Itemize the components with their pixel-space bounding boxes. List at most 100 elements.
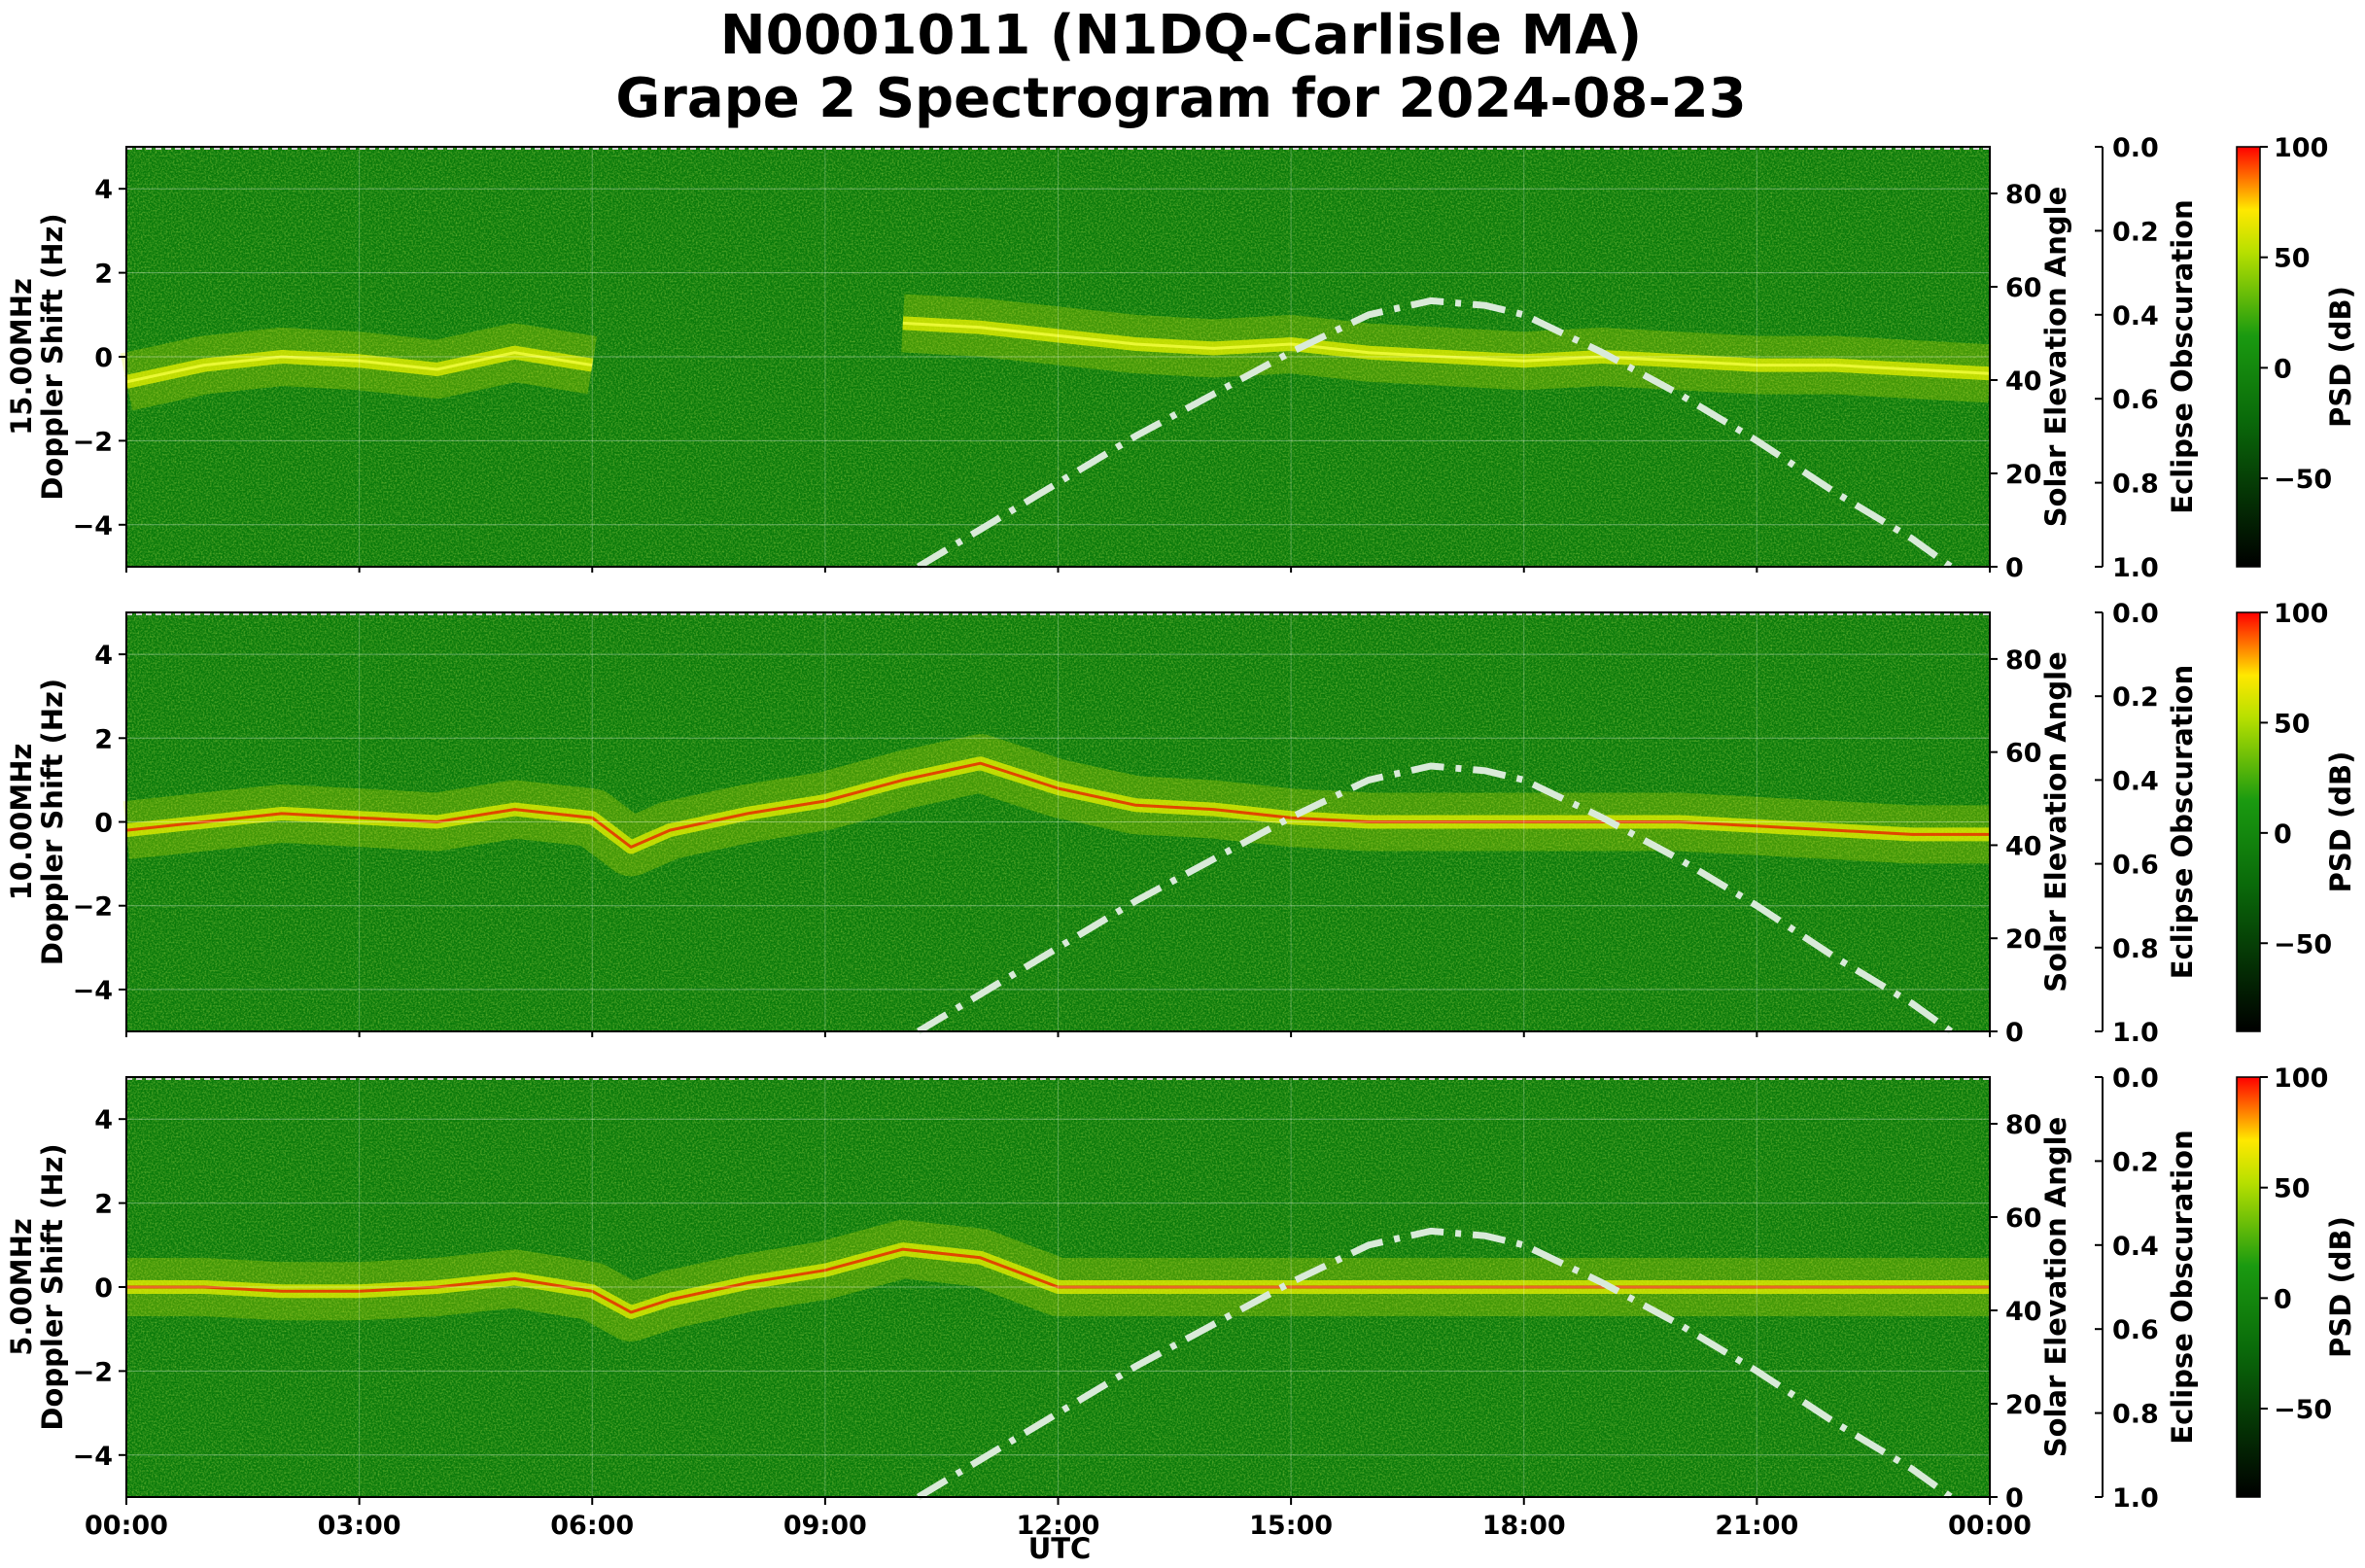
elevation-tick-label: 40 xyxy=(2005,1297,2042,1327)
elevation-tick-label: 60 xyxy=(2005,273,2042,303)
y-tick-label: 4 xyxy=(94,641,113,671)
x-tick-label: 06:00 xyxy=(550,1511,634,1541)
y-tick-label: 4 xyxy=(94,175,113,205)
y-axis-label: 5.00MHzDoppler Shift (Hz) xyxy=(5,1143,69,1430)
panel-5.00MHz: 420−2−45.00MHzDoppler Shift (Hz)80604020… xyxy=(5,1063,2357,1514)
solar-elevation-curve xyxy=(916,1227,1954,1500)
solar-elevation-curve xyxy=(916,296,1954,570)
colorbar-label: PSD (dB) xyxy=(2324,751,2357,893)
y-tick-label: −2 xyxy=(73,892,113,923)
eclipse-tick-label: 0.8 xyxy=(2112,934,2159,964)
elevation-tick-label: 0 xyxy=(2005,553,2024,583)
eclipse-axis-label: Eclipse Obscuration xyxy=(2166,1130,2199,1444)
colorbar-tick-label: 50 xyxy=(2274,1174,2311,1204)
y-tick-label: −2 xyxy=(73,1357,113,1387)
x-tick-label: 00:00 xyxy=(1948,1511,2032,1541)
elevation-tick-label: 60 xyxy=(2005,1203,2042,1234)
panels: 420−2−415.00MHzDoppler Shift (Hz)8060402… xyxy=(5,133,2357,1514)
elevation-tick-label: 40 xyxy=(2005,366,2042,397)
eclipse-tick-label: 0.4 xyxy=(2112,1232,2159,1262)
x-tick-label: 09:00 xyxy=(783,1511,867,1541)
colorbar-tick-label: 50 xyxy=(2274,709,2311,739)
x-axis-label: UTC xyxy=(1028,1532,1092,1565)
elevation-tick-label: 20 xyxy=(2005,1390,2042,1420)
eclipse-tick-label: 1.0 xyxy=(2112,1483,2159,1514)
colorbar-label: PSD (dB) xyxy=(2324,1216,2357,1358)
y-tick-label: −2 xyxy=(73,427,113,457)
y-axis-label: 15.00MHzDoppler Shift (Hz) xyxy=(5,213,69,500)
y-tick-label: 4 xyxy=(94,1105,113,1135)
elevation-axis-label: Solar Elevation Angle xyxy=(2039,1117,2072,1458)
x-tick-label: 15:00 xyxy=(1249,1511,1333,1541)
y-tick-label: 2 xyxy=(94,724,113,754)
eclipse-tick-label: 0.6 xyxy=(2112,1315,2159,1345)
elevation-tick-label: 40 xyxy=(2005,831,2042,861)
eclipse-tick-label: 0.8 xyxy=(2112,1400,2159,1430)
eclipse-tick-label: 0.6 xyxy=(2112,851,2159,881)
y-tick-label: 2 xyxy=(94,260,113,290)
y-tick-label: −4 xyxy=(73,976,113,1006)
colorbar-tick-label: 0 xyxy=(2274,819,2292,850)
y-axis-label: 10.00MHzDoppler Shift (Hz) xyxy=(5,679,69,965)
panel-10.00MHz: 420−2−410.00MHzDoppler Shift (Hz)8060402… xyxy=(5,599,2357,1048)
y-tick-label: 0 xyxy=(94,343,113,373)
doppler-trace-core xyxy=(126,1247,1990,1314)
solar-elevation-curve xyxy=(916,762,1954,1035)
colorbar-tick-label: 100 xyxy=(2274,1063,2328,1094)
eclipse-tick-label: 0.0 xyxy=(2112,1063,2159,1094)
x-tick-label: 00:00 xyxy=(85,1511,168,1541)
elevation-tick-label: 80 xyxy=(2005,1110,2042,1140)
eclipse-tick-label: 1.0 xyxy=(2112,553,2159,583)
doppler-trace-core xyxy=(902,321,1991,375)
chart-title-line2: Grape 2 Spectrogram for 2024-08-23 xyxy=(615,67,1746,130)
y-tick-label: 2 xyxy=(94,1190,113,1220)
x-tick-label: 18:00 xyxy=(1482,1511,1566,1541)
colorbar-tick-label: 100 xyxy=(2274,133,2328,163)
y-tick-label: −4 xyxy=(73,1442,113,1472)
eclipse-tick-label: 0.2 xyxy=(2112,217,2159,247)
eclipse-tick-label: 0.4 xyxy=(2112,301,2159,331)
eclipse-tick-label: 0.8 xyxy=(2112,470,2159,500)
eclipse-tick-label: 0.0 xyxy=(2112,133,2159,163)
elevation-tick-label: 80 xyxy=(2005,180,2042,210)
eclipse-tick-label: 0.0 xyxy=(2112,599,2159,629)
eclipse-tick-label: 0.6 xyxy=(2112,385,2159,415)
x-tick-label: 21:00 xyxy=(1715,1511,1798,1541)
x-tick-label: 03:00 xyxy=(318,1511,401,1541)
colorbar-tick-label: 50 xyxy=(2274,244,2311,274)
elevation-tick-label: 0 xyxy=(2005,1483,2024,1514)
panel-15.00MHz: 420−2−415.00MHzDoppler Shift (Hz)8060402… xyxy=(5,133,2357,583)
elevation-axis-label: Solar Elevation Angle xyxy=(2039,651,2072,993)
x-axis: 00:00 03:00 06:00 09:00 12:00 15:00 18:00 21:00… xyxy=(85,567,2032,1541)
elevation-tick-label: 0 xyxy=(2005,1018,2024,1048)
psd-colorbar xyxy=(2236,1076,2261,1498)
colorbar-tick-label: 100 xyxy=(2274,599,2328,629)
colorbar-tick-label: 0 xyxy=(2274,354,2292,384)
elevation-axis-label: Solar Elevation Angle xyxy=(2039,187,2072,528)
psd-colorbar xyxy=(2236,146,2261,568)
chart-title-line1: N0001011 (N1DQ-Carlisle MA) xyxy=(720,4,1642,67)
eclipse-axis-label: Eclipse Obscuration xyxy=(2166,199,2199,513)
colorbar-tick-label: −50 xyxy=(2274,465,2332,495)
elevation-tick-label: 20 xyxy=(2005,460,2042,490)
colorbar-tick-label: −50 xyxy=(2274,929,2332,959)
colorbar-tick-label: 0 xyxy=(2274,1284,2292,1314)
elevation-tick-label: 80 xyxy=(2005,645,2042,676)
eclipse-tick-label: 1.0 xyxy=(2112,1018,2159,1048)
elevation-tick-label: 60 xyxy=(2005,739,2042,769)
eclipse-tick-label: 0.2 xyxy=(2112,1147,2159,1177)
y-tick-label: −4 xyxy=(73,511,113,541)
doppler-trace-core xyxy=(125,761,1990,849)
eclipse-tick-label: 0.4 xyxy=(2112,766,2159,796)
y-tick-label: 0 xyxy=(94,809,113,839)
doppler-trace-core xyxy=(125,351,593,384)
colorbar-tick-label: −50 xyxy=(2274,1395,2332,1425)
eclipse-tick-label: 0.2 xyxy=(2112,682,2159,713)
elevation-tick-label: 20 xyxy=(2005,924,2042,955)
x-tick-label: 12:00 xyxy=(1017,1511,1100,1541)
y-tick-label: 0 xyxy=(94,1273,113,1304)
colorbar-label: PSD (dB) xyxy=(2324,286,2357,428)
psd-colorbar xyxy=(2236,611,2261,1032)
eclipse-axis-label: Eclipse Obscuration xyxy=(2166,665,2199,979)
